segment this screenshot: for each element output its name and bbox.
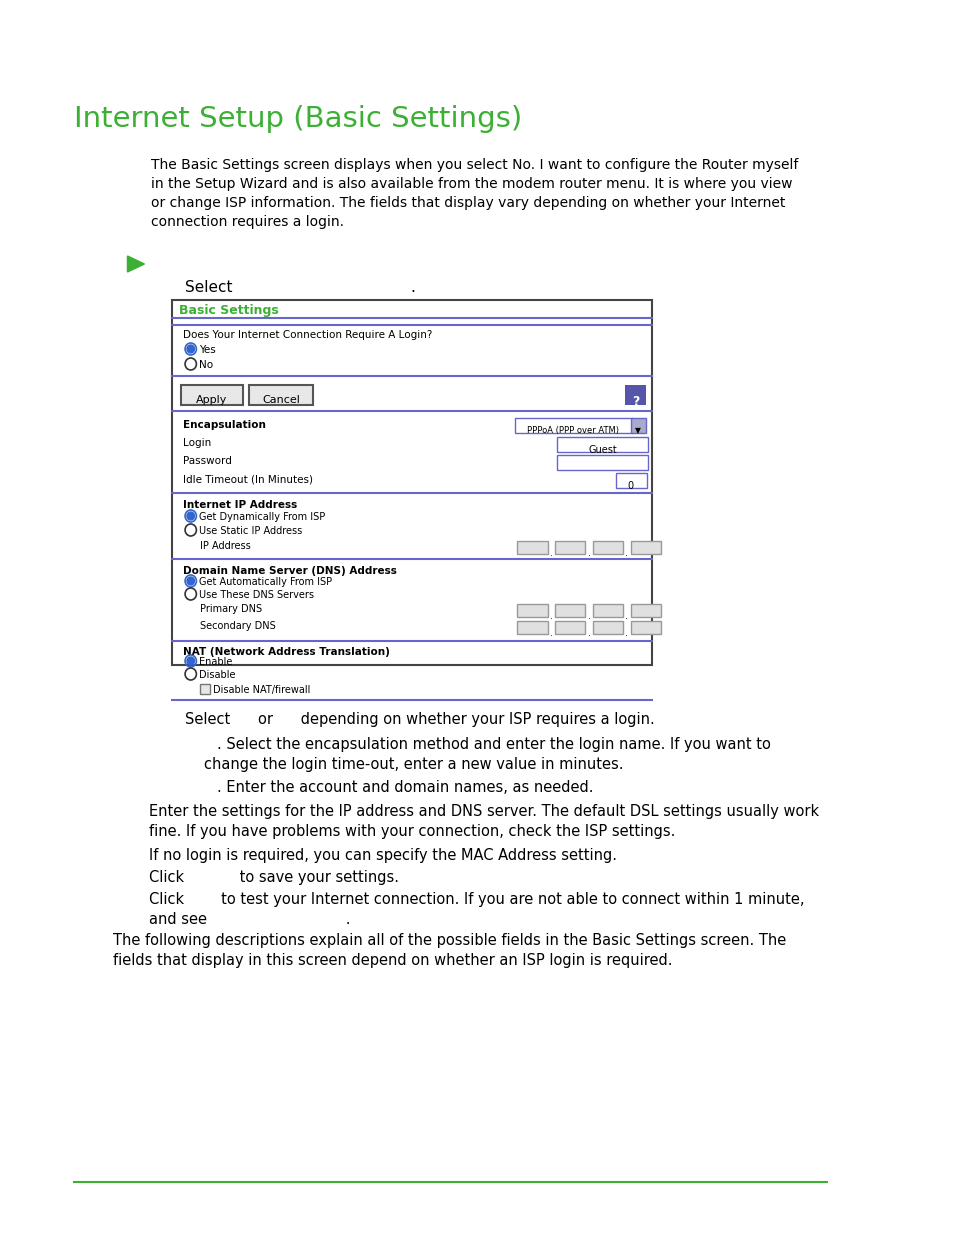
Text: NAT (Network Address Translation): NAT (Network Address Translation) [183, 647, 390, 657]
Text: Click        to test your Internet connection. If you are not able to connect wi: Click to test your Internet connection. … [149, 892, 803, 927]
Text: Password: Password [183, 456, 232, 466]
Text: Basic Settings: Basic Settings [179, 304, 279, 317]
Circle shape [187, 513, 194, 520]
Text: PPPoA (PPP over ATM): PPPoA (PPP over ATM) [527, 426, 618, 435]
Text: The following descriptions explain all of the possible fields in the Basic Setti: The following descriptions explain all o… [113, 932, 785, 968]
Text: Use These DNS Servers: Use These DNS Servers [199, 590, 314, 600]
Text: Get Automatically From ISP: Get Automatically From ISP [199, 577, 332, 587]
Text: Select: Select [185, 280, 233, 295]
Text: .: . [411, 280, 416, 295]
FancyBboxPatch shape [555, 604, 585, 618]
FancyBboxPatch shape [593, 604, 622, 618]
FancyBboxPatch shape [514, 417, 632, 433]
Text: Domain Name Server (DNS) Address: Domain Name Server (DNS) Address [183, 566, 396, 576]
Text: IP Address: IP Address [200, 541, 251, 551]
Text: Disable NAT/firewall: Disable NAT/firewall [213, 685, 311, 695]
Text: Apply: Apply [195, 395, 227, 405]
Text: .: . [625, 629, 628, 638]
FancyBboxPatch shape [200, 684, 210, 694]
Polygon shape [128, 256, 144, 272]
Text: .: . [549, 611, 553, 621]
Text: Disable: Disable [199, 671, 235, 680]
Text: Internet IP Address: Internet IP Address [183, 500, 297, 510]
Text: . Select the encapsulation method and enter the login name. If you want to: . Select the encapsulation method and en… [217, 737, 770, 752]
FancyBboxPatch shape [172, 300, 651, 664]
Text: .: . [587, 548, 590, 558]
FancyBboxPatch shape [557, 437, 647, 452]
FancyBboxPatch shape [517, 541, 547, 555]
Text: Idle Timeout (In Minutes): Idle Timeout (In Minutes) [183, 474, 313, 484]
Text: Click            to save your settings.: Click to save your settings. [149, 869, 398, 885]
Text: Does Your Internet Connection Require A Login?: Does Your Internet Connection Require A … [183, 330, 432, 340]
FancyBboxPatch shape [593, 621, 622, 634]
FancyBboxPatch shape [181, 385, 242, 405]
FancyBboxPatch shape [555, 621, 585, 634]
Text: . Enter the account and domain names, as needed.: . Enter the account and domain names, as… [217, 781, 593, 795]
Text: ▼: ▼ [635, 426, 640, 435]
Text: .: . [549, 548, 553, 558]
Text: If no login is required, you can specify the MAC Address setting.: If no login is required, you can specify… [149, 848, 617, 863]
Text: Yes: Yes [199, 345, 215, 354]
FancyBboxPatch shape [555, 541, 585, 555]
Text: Secondary DNS: Secondary DNS [200, 621, 275, 631]
Text: Get Dynamically From ISP: Get Dynamically From ISP [199, 513, 325, 522]
FancyBboxPatch shape [249, 385, 314, 405]
Text: Login: Login [183, 438, 212, 448]
Text: .: . [625, 548, 628, 558]
FancyBboxPatch shape [630, 417, 645, 433]
FancyBboxPatch shape [630, 621, 660, 634]
FancyBboxPatch shape [630, 604, 660, 618]
Text: Enter the settings for the IP address and DNS server. The default DSL settings u: Enter the settings for the IP address an… [149, 804, 819, 840]
FancyBboxPatch shape [557, 454, 647, 471]
FancyBboxPatch shape [615, 473, 646, 488]
FancyBboxPatch shape [517, 621, 547, 634]
Text: Enable: Enable [199, 657, 233, 667]
Text: Use Static IP Address: Use Static IP Address [199, 526, 302, 536]
Circle shape [187, 577, 194, 585]
Text: No: No [199, 359, 213, 370]
Text: 0: 0 [627, 480, 633, 492]
Text: change the login time-out, enter a new value in minutes.: change the login time-out, enter a new v… [204, 757, 623, 772]
Circle shape [187, 345, 194, 353]
Text: Primary DNS: Primary DNS [200, 604, 262, 614]
Text: The Basic Settings screen displays when you select No. I want to configure the R: The Basic Settings screen displays when … [151, 158, 798, 228]
Text: Cancel: Cancel [262, 395, 300, 405]
Circle shape [187, 657, 194, 664]
Text: ?: ? [631, 395, 639, 408]
Text: .: . [587, 629, 590, 638]
FancyBboxPatch shape [624, 385, 645, 405]
Text: Select      or      depending on whether your ISP requires a login.: Select or depending on whether your ISP … [185, 713, 654, 727]
Text: Internet Setup (Basic Settings): Internet Setup (Basic Settings) [73, 105, 521, 133]
Text: .: . [549, 629, 553, 638]
FancyBboxPatch shape [517, 604, 547, 618]
FancyBboxPatch shape [593, 541, 622, 555]
Text: .: . [625, 611, 628, 621]
Text: Encapsulation: Encapsulation [183, 420, 266, 430]
Text: Guest: Guest [587, 445, 617, 454]
FancyBboxPatch shape [630, 541, 660, 555]
Text: .: . [587, 611, 590, 621]
